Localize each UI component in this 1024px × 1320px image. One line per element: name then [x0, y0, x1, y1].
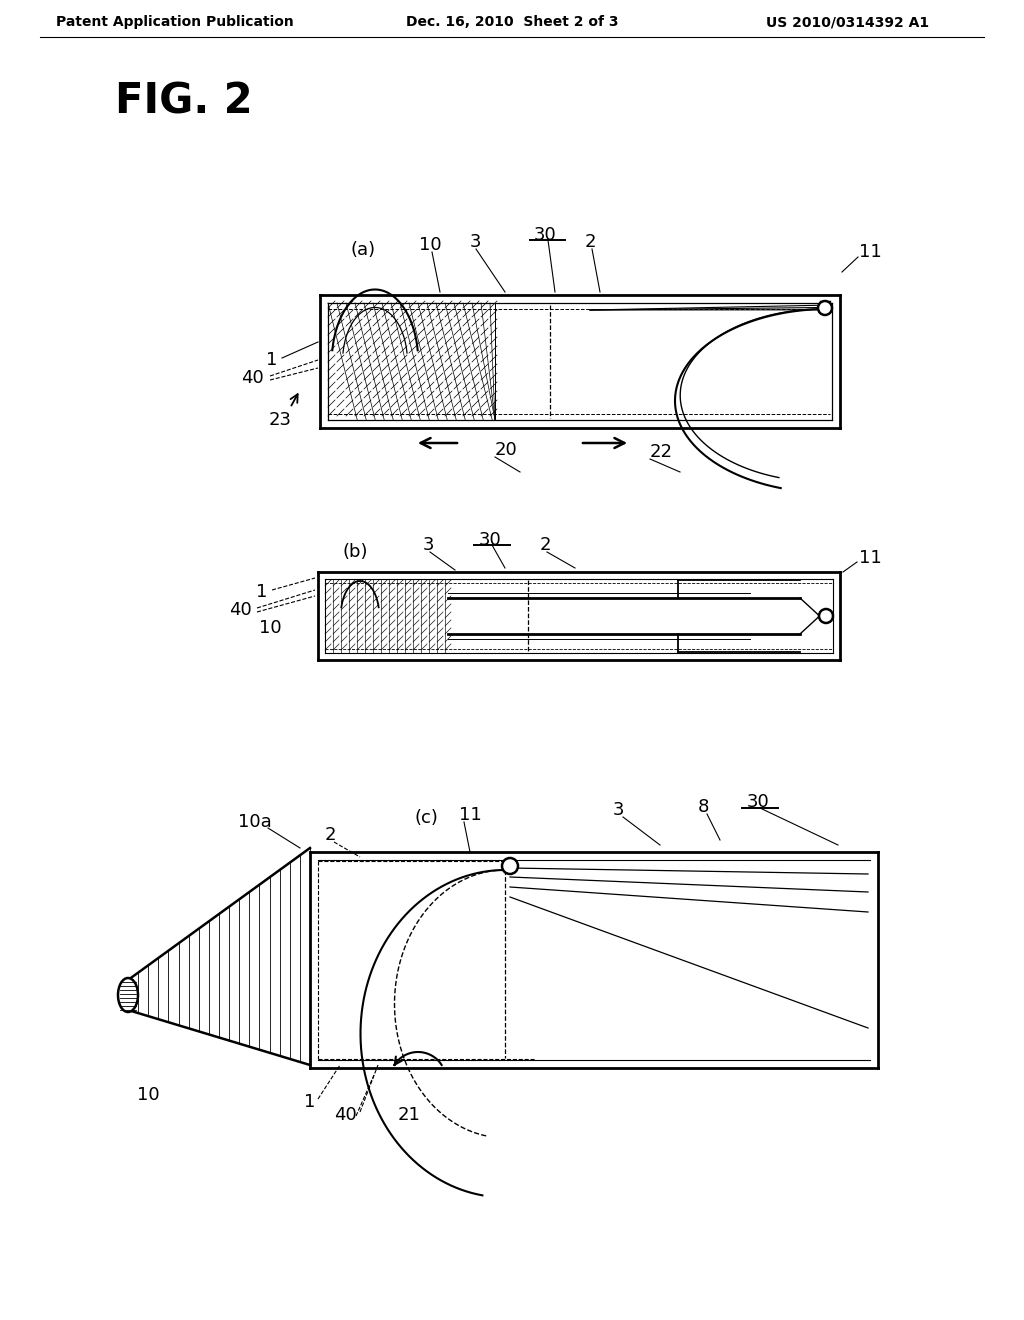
Text: 1: 1 — [256, 583, 267, 601]
Text: 30: 30 — [478, 531, 502, 549]
Text: 22: 22 — [650, 444, 673, 461]
Text: 10a: 10a — [239, 813, 272, 832]
Text: 8: 8 — [697, 799, 709, 816]
Text: 40: 40 — [241, 370, 263, 387]
Circle shape — [502, 858, 518, 874]
Text: 11: 11 — [859, 243, 882, 261]
Text: 10: 10 — [136, 1086, 160, 1104]
Text: 3: 3 — [469, 234, 480, 251]
Text: 23: 23 — [268, 411, 292, 429]
Text: 2: 2 — [325, 826, 336, 843]
Text: 11: 11 — [459, 807, 481, 824]
Text: 1: 1 — [266, 351, 278, 370]
Text: 40: 40 — [334, 1106, 356, 1125]
Text: 3: 3 — [422, 536, 434, 554]
Text: 1: 1 — [304, 1093, 315, 1111]
Text: 30: 30 — [534, 226, 556, 244]
Text: (a): (a) — [350, 242, 375, 259]
Text: Patent Application Publication: Patent Application Publication — [56, 15, 294, 29]
Text: 10: 10 — [259, 619, 282, 638]
Text: 11: 11 — [859, 549, 882, 568]
Text: (b): (b) — [342, 543, 368, 561]
Text: 20: 20 — [495, 441, 518, 459]
Text: FIG. 2: FIG. 2 — [115, 81, 253, 123]
Text: Dec. 16, 2010  Sheet 2 of 3: Dec. 16, 2010 Sheet 2 of 3 — [406, 15, 618, 29]
Circle shape — [818, 301, 831, 315]
Text: 30: 30 — [746, 793, 769, 810]
Text: 2: 2 — [540, 536, 551, 554]
Circle shape — [819, 609, 833, 623]
Text: (c): (c) — [415, 809, 439, 828]
Text: 40: 40 — [228, 601, 251, 619]
Text: 2: 2 — [585, 234, 596, 251]
Text: US 2010/0314392 A1: US 2010/0314392 A1 — [766, 15, 930, 29]
Text: 3: 3 — [612, 801, 624, 818]
Text: 21: 21 — [398, 1106, 421, 1125]
Text: 10: 10 — [419, 236, 441, 253]
Ellipse shape — [118, 978, 138, 1012]
